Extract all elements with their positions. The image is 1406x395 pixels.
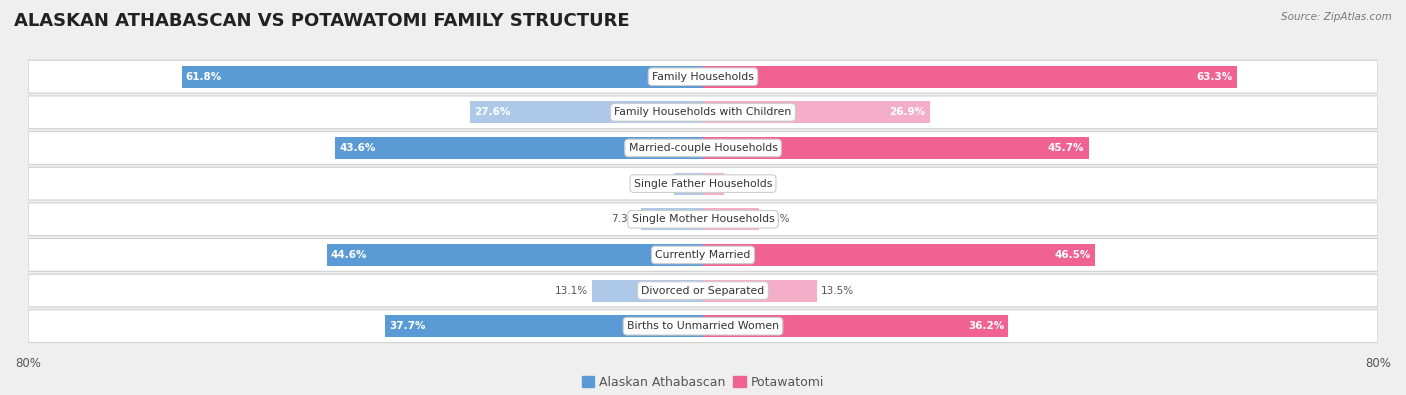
FancyBboxPatch shape	[28, 96, 1378, 129]
Text: Single Mother Households: Single Mother Households	[631, 214, 775, 224]
Text: 37.7%: 37.7%	[389, 321, 426, 331]
Bar	[181, 66, 703, 88]
FancyBboxPatch shape	[28, 132, 1378, 164]
Text: 61.8%: 61.8%	[186, 71, 222, 82]
Text: 6.6%: 6.6%	[763, 214, 789, 224]
Text: ALASKAN ATHABASCAN VS POTAWATOMI FAMILY STRUCTURE: ALASKAN ATHABASCAN VS POTAWATOMI FAMILY …	[14, 12, 630, 30]
Text: 45.7%: 45.7%	[1047, 143, 1084, 153]
Bar	[703, 66, 1237, 88]
Text: 3.4%: 3.4%	[644, 179, 671, 189]
Bar	[703, 137, 1088, 159]
Text: 13.1%: 13.1%	[555, 286, 588, 295]
Bar	[703, 208, 759, 230]
FancyBboxPatch shape	[28, 274, 1378, 307]
FancyBboxPatch shape	[28, 203, 1378, 236]
Text: 13.5%: 13.5%	[821, 286, 855, 295]
Text: 7.3%: 7.3%	[610, 214, 637, 224]
Text: 44.6%: 44.6%	[330, 250, 367, 260]
Bar	[703, 101, 929, 123]
Bar	[335, 137, 703, 159]
Bar	[592, 280, 703, 302]
FancyBboxPatch shape	[28, 60, 1378, 93]
Bar	[385, 315, 703, 337]
Text: 43.6%: 43.6%	[339, 143, 375, 153]
Text: 63.3%: 63.3%	[1197, 71, 1233, 82]
Bar	[326, 244, 703, 266]
Text: Births to Unmarried Women: Births to Unmarried Women	[627, 321, 779, 331]
Bar	[675, 173, 703, 195]
Text: Divorced or Separated: Divorced or Separated	[641, 286, 765, 295]
Text: 36.2%: 36.2%	[967, 321, 1004, 331]
Text: Source: ZipAtlas.com: Source: ZipAtlas.com	[1281, 12, 1392, 22]
Bar	[470, 101, 703, 123]
Bar	[703, 315, 1008, 337]
Bar	[641, 208, 703, 230]
Text: Married-couple Households: Married-couple Households	[628, 143, 778, 153]
Text: Currently Married: Currently Married	[655, 250, 751, 260]
Text: 2.5%: 2.5%	[728, 179, 755, 189]
FancyBboxPatch shape	[28, 310, 1378, 342]
Text: 46.5%: 46.5%	[1054, 250, 1091, 260]
Legend: Alaskan Athabascan, Potawatomi: Alaskan Athabascan, Potawatomi	[576, 371, 830, 394]
Bar	[703, 244, 1095, 266]
FancyBboxPatch shape	[28, 167, 1378, 200]
Bar	[703, 173, 724, 195]
Text: Family Households with Children: Family Households with Children	[614, 107, 792, 117]
Text: 27.6%: 27.6%	[474, 107, 510, 117]
FancyBboxPatch shape	[28, 239, 1378, 271]
Text: 26.9%: 26.9%	[890, 107, 925, 117]
Text: Family Households: Family Households	[652, 71, 754, 82]
Text: Single Father Households: Single Father Households	[634, 179, 772, 189]
Bar	[703, 280, 817, 302]
